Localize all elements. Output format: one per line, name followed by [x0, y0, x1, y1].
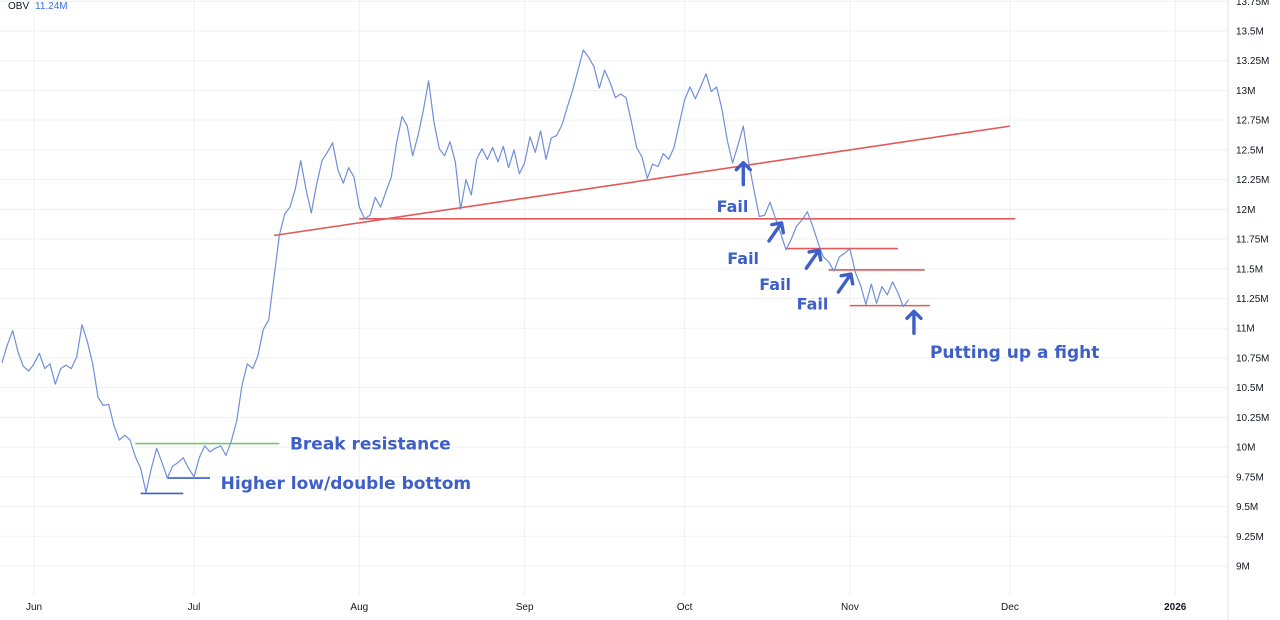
x-tick-label: Sep	[516, 602, 534, 613]
y-tick-label: 13.25M	[1236, 56, 1269, 67]
annotation-arrow	[905, 309, 923, 335]
x-tick-label: Nov	[841, 602, 859, 613]
y-tick-label: 13.75M	[1236, 0, 1269, 8]
x-axis: Jun Jul Aug Sep Oct Nov Dec 2026	[26, 602, 1187, 613]
y-tick-label: 9.25M	[1236, 532, 1264, 543]
y-tick-label: 10.75M	[1236, 353, 1269, 364]
x-tick-label: Jun	[26, 602, 42, 613]
obv-series-line	[1, 49, 910, 493]
y-tick-label: 10M	[1236, 443, 1255, 454]
y-tick-label: 11.25M	[1236, 294, 1269, 305]
fail-label: Fail	[759, 275, 791, 294]
legend-indicator-value: 11.24M	[35, 1, 68, 12]
gridlines	[0, 0, 1228, 596]
annotation-arrow	[804, 248, 823, 270]
y-tick-label: 9M	[1236, 562, 1250, 573]
fail-label: Fail	[727, 249, 759, 268]
fail-label: Fail	[717, 197, 749, 216]
y-tick-label: 11.5M	[1236, 264, 1263, 275]
annotation-arrows	[734, 160, 923, 335]
y-tick-label: 9.75M	[1236, 472, 1264, 483]
annotation-arrow	[734, 160, 752, 187]
legend: OBV 11.24M	[8, 1, 68, 12]
annotation-label: Higher low/double bottom	[221, 474, 471, 494]
x-tick-label: 2026	[1164, 602, 1187, 613]
annotations: Break resistance Higher low/double bottom…	[221, 197, 1100, 494]
x-tick-label: Aug	[350, 602, 368, 613]
fail-label: Fail	[797, 294, 829, 313]
y-tick-label: 10.25M	[1236, 413, 1269, 424]
y-tick-label: 12.75M	[1236, 116, 1269, 127]
y-tick-label: 13.5M	[1236, 27, 1264, 38]
y-tick-label: 12.25M	[1236, 175, 1269, 186]
y-tick-label: 12.5M	[1236, 145, 1264, 156]
x-tick-label: Jul	[188, 602, 201, 613]
trend-line	[273, 125, 1011, 237]
annotation-label: Break resistance	[290, 435, 451, 455]
y-tick-label: 12M	[1236, 205, 1255, 216]
y-axis: 13.75M 13.5M 13.25M 13M 12.75M 12.5M 12.25M 12M…	[1227, 0, 1269, 620]
y-tick-label: 11.75M	[1236, 235, 1269, 246]
annotation-arrow	[767, 221, 786, 243]
y-tick-label: 10.5M	[1236, 383, 1264, 394]
annotation-arrow	[836, 272, 855, 294]
x-tick-label: Dec	[1001, 602, 1019, 613]
y-tick-label: 11M	[1236, 324, 1255, 335]
y-tick-label: 9.5M	[1236, 502, 1258, 513]
trend-lines	[135, 125, 1016, 495]
legend-indicator-name: OBV	[8, 1, 29, 12]
series-lines	[1, 49, 910, 493]
x-tick-label: Oct	[677, 602, 693, 613]
annotation-label: Putting up a fight	[930, 343, 1099, 363]
y-tick-label: 13M	[1236, 86, 1255, 97]
